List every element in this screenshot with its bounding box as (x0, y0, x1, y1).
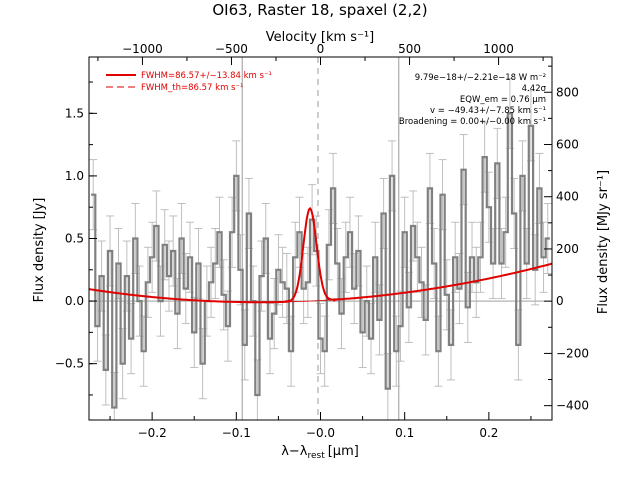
gaussian-theoretical-line (284, 207, 336, 302)
axis-ticks: −0.2 −0.1 −0.0 0.1 0.2 −0.5 0.0 0.5 1.0 1.5 −1000 −… (55, 42, 589, 440)
spectrum-step-line (91, 112, 550, 409)
y-axis-label: Flux density [Jy] (32, 198, 47, 303)
right-tick-label: 0 (556, 294, 564, 308)
x-axis-label: λ−λrest [μm] (281, 444, 359, 461)
right-tick-label: −200 (556, 346, 589, 360)
top-tick-label: 1000 (483, 42, 514, 56)
reference-lines (89, 57, 552, 420)
top-tick-label: 500 (398, 42, 421, 56)
x-tick-label: −0.1 (222, 426, 251, 440)
annotation-eqw: EQW_em = 0.76 μm (460, 95, 546, 105)
y-tick-label: −0.5 (55, 357, 84, 371)
chart-title: OI63, Raster 18, spaxel (2,2) (212, 1, 427, 19)
annotation-broadening: Broadening = 0.00+/−0.00 km s⁻¹ (399, 117, 546, 127)
top-axis-label: Velocity [km s⁻¹] (266, 30, 374, 45)
y-tick-label: 1.5 (65, 106, 84, 120)
x-tick-label: 0.2 (479, 426, 498, 440)
spectrum-series (89, 77, 552, 420)
right-tick-label: 200 (556, 242, 579, 256)
fit-series (89, 206, 552, 304)
legend-entry-fwhm: FWHM=86.57+/−13.84 km s⁻¹ (141, 71, 272, 81)
y-tick-label: 0.5 (65, 232, 84, 246)
legend-entry-fwhm-th: FWHM_th=86.57 km s⁻¹ (141, 83, 243, 93)
annotation-sigma: 4.42σ (522, 84, 547, 94)
legend: FWHM=86.57+/−13.84 km s⁻¹ FWHM_th=86.57 … (106, 71, 272, 93)
y-tick-label: 0.0 (65, 294, 84, 308)
annotation-velocity: v = −49.43+/−7.85 km s⁻¹ (430, 106, 546, 116)
right-tick-label: 800 (556, 85, 579, 99)
annotation-flux: 9.79e−18+/−2.21e−18 W m⁻² (415, 73, 546, 83)
top-tick-label: 0 (317, 42, 325, 56)
y-tick-label: 1.0 (65, 169, 84, 183)
x-tick-label: −0.2 (138, 426, 167, 440)
right-tick-label: 400 (556, 190, 579, 204)
right-tick-label: −400 (556, 399, 589, 413)
fit-annotations: 9.79e−18+/−2.21e−18 W m⁻² 4.42σ EQW_em =… (399, 73, 547, 127)
right-axis-label: Flux density [MJy sr⁻¹] (596, 170, 611, 314)
top-tick-label: −500 (215, 42, 248, 56)
top-tick-label: −1000 (122, 42, 163, 56)
right-tick-label: 600 (556, 137, 579, 151)
x-tick-label: 0.1 (395, 426, 414, 440)
x-tick-label: −0.0 (306, 426, 335, 440)
